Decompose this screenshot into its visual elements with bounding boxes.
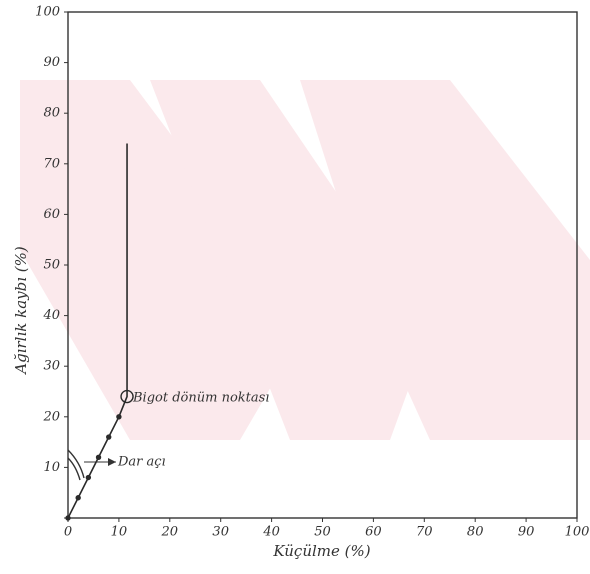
x-tick-label: 100 — [565, 525, 590, 540]
x-tick-label: 30 — [212, 525, 229, 540]
y-tick-label: 30 — [43, 359, 60, 374]
y-axis-title: Ağırlık kaybı (%) — [12, 246, 30, 376]
x-tick-label: 10 — [111, 525, 128, 540]
point — [95, 454, 102, 460]
y-tick-label: 20 — [42, 409, 60, 424]
x-tick-label: 80 — [467, 525, 484, 540]
x-tick-label: 50 — [314, 525, 331, 540]
x-tick-label: 60 — [365, 525, 382, 540]
y-tick-label: 60 — [43, 207, 60, 222]
watermark — [20, 80, 590, 440]
point — [75, 495, 81, 501]
turning-point — [120, 389, 134, 404]
x-tick-label: 70 — [416, 525, 433, 540]
annotation: Bigot dönüm noktası — [132, 391, 269, 406]
x-tick-label: 20 — [161, 525, 179, 540]
y-tick-label: 80 — [43, 106, 60, 121]
y-tick-label: 10 — [43, 460, 60, 475]
x-axis-title: Küçülme (%) — [272, 542, 370, 560]
angle-arc — [67, 449, 85, 479]
x-tick-label: 0 — [64, 525, 72, 540]
y-tick-label: 90 — [43, 55, 60, 70]
point — [106, 434, 112, 440]
x-tick-label: 40 — [262, 525, 280, 540]
y-tick-label: 100 — [35, 5, 60, 20]
point — [65, 515, 71, 521]
y-tick-label: 40 — [42, 308, 60, 323]
angle-arc — [67, 457, 81, 481]
line — [67, 143, 128, 519]
annotation: Dar açı — [117, 455, 166, 470]
point — [85, 474, 92, 481]
point — [116, 414, 122, 420]
x-tick-label: 90 — [518, 525, 535, 540]
y-tick-label: 70 — [43, 156, 60, 171]
arrow-head — [108, 458, 116, 466]
y-tick-label: 50 — [43, 258, 60, 273]
